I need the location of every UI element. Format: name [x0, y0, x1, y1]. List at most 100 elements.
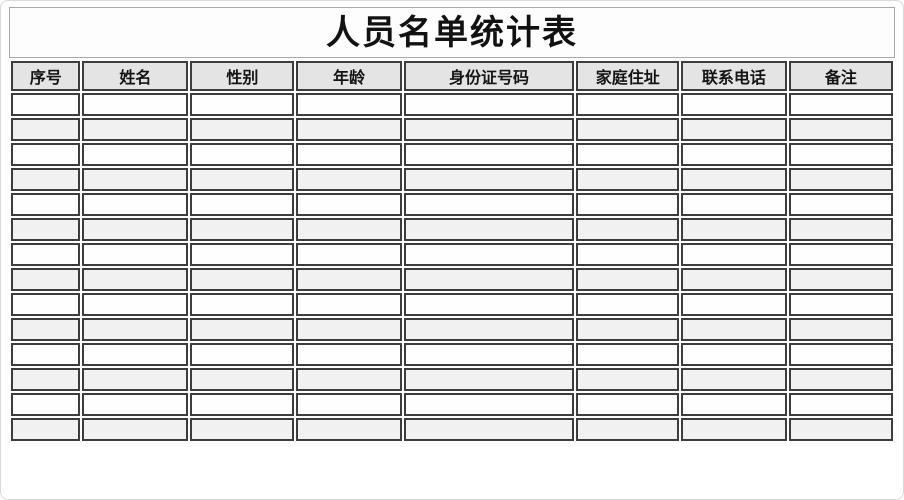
table-row: [11, 318, 893, 341]
table-cell: [82, 93, 189, 116]
table-cell: [296, 143, 402, 166]
table-cell: [190, 268, 295, 291]
table-cell: [680, 243, 787, 266]
table-row: [11, 193, 893, 216]
table-cell: [190, 393, 295, 416]
table-cell: [296, 318, 402, 341]
table-cell: [403, 293, 575, 316]
table-cell: [11, 293, 81, 316]
column-header-serial: 序号: [11, 61, 81, 91]
table-cell: [576, 268, 679, 291]
table-row: [11, 343, 893, 366]
table-cell: [190, 143, 295, 166]
personnel-table: 序号 姓名 性别 年龄 身份证号码 家庭住址 联系电话 备注: [9, 59, 895, 443]
table-cell: [296, 243, 402, 266]
table-cell: [680, 368, 787, 391]
table-cell: [82, 143, 189, 166]
table-cell: [576, 293, 679, 316]
column-header-phone: 联系电话: [680, 61, 787, 91]
table-cell: [296, 368, 402, 391]
table-cell: [403, 343, 575, 366]
table-cell: [11, 368, 81, 391]
column-header-name: 姓名: [82, 61, 189, 91]
table-cell: [403, 93, 575, 116]
table-row: [11, 368, 893, 391]
table-cell: [680, 418, 787, 441]
table-cell: [190, 343, 295, 366]
table-cell: [403, 243, 575, 266]
table-cell: [680, 293, 787, 316]
table-cell: [11, 168, 81, 191]
table-cell: [11, 93, 81, 116]
table-cell: [296, 393, 402, 416]
table-cell: [788, 268, 893, 291]
table-cell: [82, 268, 189, 291]
table-cell: [82, 118, 189, 141]
table-cell: [576, 318, 679, 341]
table-cell: [680, 93, 787, 116]
table-cell: [11, 143, 81, 166]
table-row: [11, 93, 893, 116]
table-cell: [576, 243, 679, 266]
table-cell: [576, 193, 679, 216]
table-cell: [403, 118, 575, 141]
table-cell: [576, 118, 679, 141]
table-cell: [576, 93, 679, 116]
table-cell: [82, 418, 189, 441]
column-header-gender: 性别: [190, 61, 295, 91]
column-header-address: 家庭住址: [576, 61, 679, 91]
table-cell: [403, 168, 575, 191]
table-cell: [788, 393, 893, 416]
table-cell: [190, 218, 295, 241]
table-cell: [576, 418, 679, 441]
table-cell: [788, 418, 893, 441]
table-cell: [11, 393, 81, 416]
table-cell: [403, 318, 575, 341]
table-row: [11, 118, 893, 141]
table-cell: [788, 93, 893, 116]
table-cell: [11, 318, 81, 341]
table-cell: [82, 368, 189, 391]
table-cell: [296, 343, 402, 366]
table-cell: [82, 168, 189, 191]
table-cell: [680, 143, 787, 166]
table-cell: [11, 218, 81, 241]
table-cell: [788, 168, 893, 191]
table-cell: [190, 293, 295, 316]
table-cell: [403, 418, 575, 441]
table-cell: [576, 368, 679, 391]
table-row: [11, 268, 893, 291]
table-cell: [11, 243, 81, 266]
table-row: [11, 293, 893, 316]
table-cell: [680, 393, 787, 416]
table-cell: [190, 318, 295, 341]
table-cell: [296, 268, 402, 291]
table-cell: [788, 318, 893, 341]
table-cell: [788, 343, 893, 366]
table-cell: [296, 168, 402, 191]
table-cell: [576, 143, 679, 166]
table-title: 人员名单统计表: [326, 12, 578, 53]
table-cell: [296, 218, 402, 241]
table-row: [11, 393, 893, 416]
table-cell: [403, 368, 575, 391]
table-cell: [788, 368, 893, 391]
table-row: [11, 418, 893, 441]
table-cell: [82, 218, 189, 241]
table-cell: [576, 343, 679, 366]
table-cell: [680, 118, 787, 141]
table-cell: [403, 393, 575, 416]
table-cell: [11, 268, 81, 291]
table-row: [11, 168, 893, 191]
table-cell: [296, 118, 402, 141]
table-cell: [576, 393, 679, 416]
table-row: [11, 218, 893, 241]
table-cell: [788, 193, 893, 216]
table-cell: [788, 118, 893, 141]
table-cell: [190, 193, 295, 216]
table-cell: [11, 343, 81, 366]
table-title-box: 人员名单统计表: [9, 7, 895, 58]
table-cell: [82, 393, 189, 416]
table-cell: [296, 193, 402, 216]
